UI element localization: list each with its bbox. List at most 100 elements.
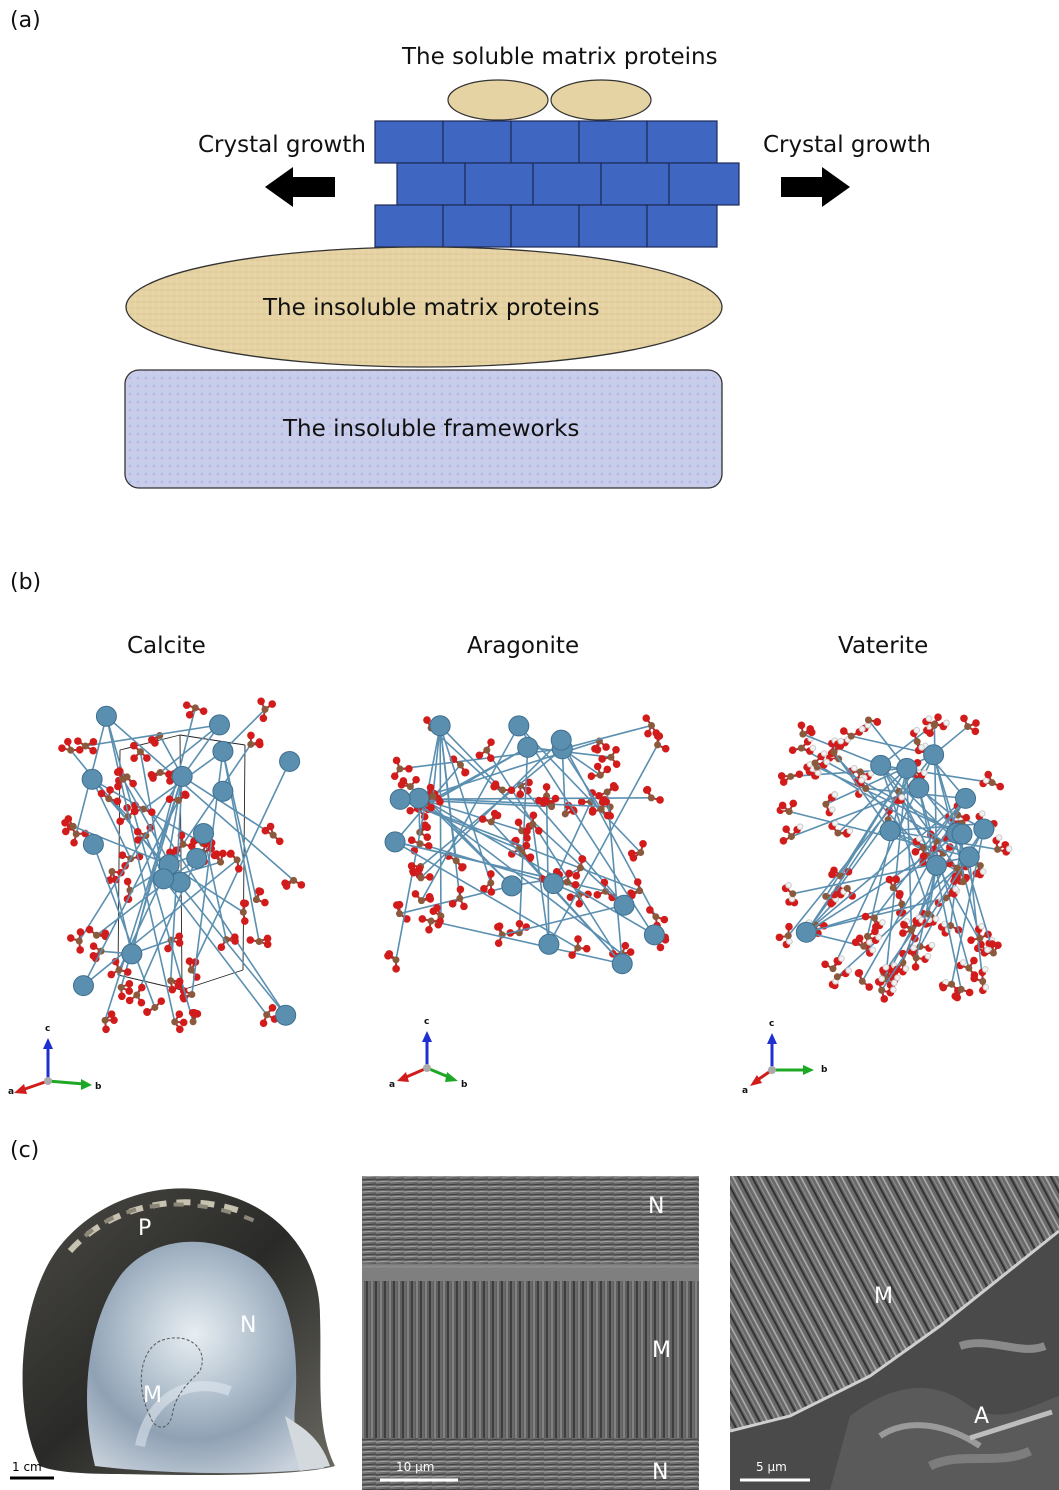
aragonite-oxygen-atom — [612, 745, 620, 754]
aragonite-oxygen-atom — [523, 827, 531, 836]
vaterite-hydrogen-atom — [891, 979, 898, 987]
calcite-oxygen-atom — [138, 983, 146, 992]
vaterite-calcium-atom — [958, 846, 980, 868]
vaterite-bond — [918, 787, 962, 990]
aragonite-calcium-atom — [384, 831, 406, 853]
aragonite-title: Aragonite — [467, 633, 580, 659]
soluble-protein-2 — [550, 79, 652, 121]
vaterite-carbon-atom — [833, 973, 841, 981]
calcite-oxygen-atom — [113, 768, 122, 776]
vaterite-oxygen-atom — [778, 801, 787, 810]
vaterite-oxygen-atom — [911, 848, 920, 856]
shell-label-p: P — [138, 1216, 152, 1241]
aragonite-oxygen-atom — [627, 889, 635, 897]
aragonite-oxygen-atom — [612, 760, 621, 768]
vaterite-oxygen-atom — [962, 813, 971, 822]
vaterite-bond — [873, 797, 967, 919]
calcite-oxygen-atom — [259, 1019, 268, 1027]
aragonite-oxygen-atom — [490, 809, 499, 818]
aragonite-bond — [430, 727, 625, 906]
vaterite-oxygen-atom — [782, 825, 791, 834]
aragonite-oxygen-atom — [603, 811, 612, 820]
calcite-carbon-atom — [81, 742, 89, 750]
calcite-oxygen-atom — [231, 937, 239, 945]
sem1-label-m: M — [652, 1338, 671, 1363]
calcite-oxygen-atom — [263, 934, 272, 943]
aragonite-bond — [399, 748, 563, 770]
panel-a-diagram — [124, 79, 850, 489]
vaterite-calcium-atom — [955, 787, 977, 809]
vaterite-oxygen-atom — [779, 836, 788, 845]
vaterite-bond — [932, 754, 981, 939]
vaterite-carbon-atom — [822, 800, 830, 808]
aragonite-carbon-atom — [596, 771, 604, 779]
aragonite-carbon-atom — [396, 910, 404, 918]
calcite-bond — [126, 776, 287, 1016]
calcite-oxygen-atom — [125, 987, 134, 995]
calcite-atoms — [58, 697, 306, 1034]
aragonite-carbon-atom — [417, 874, 425, 882]
calcite-carbon-atom — [247, 740, 255, 748]
vaterite-oxygen-atom — [854, 969, 863, 977]
vaterite-carbon-atom — [948, 980, 956, 988]
vaterite-bond — [814, 797, 967, 926]
crystal-growth-right-label: Crystal growth — [763, 132, 931, 158]
calcite-oxygen-atom — [111, 957, 120, 966]
aragonite-oxygen-atom — [551, 794, 560, 803]
aragonite-oxygen-atom — [568, 951, 576, 959]
calcite-calcium-atom — [279, 750, 301, 772]
calcite-axis-c: c — [45, 1024, 51, 1034]
vaterite-hydrogen-atom — [866, 938, 873, 946]
calcite-bond — [167, 776, 183, 862]
vaterite-hydrogen-atom — [979, 868, 987, 875]
calcite-carbon-atom — [136, 748, 144, 756]
calcite-bond — [78, 775, 183, 942]
vaterite-carbon-atom — [785, 807, 793, 815]
vaterite-axis-a: a — [742, 1086, 749, 1096]
vaterite-bond — [898, 790, 938, 866]
insoluble-frameworks-label: The insoluble frameworks — [283, 416, 580, 442]
calcite-oxygen-atom — [182, 701, 191, 709]
vaterite-hydrogen-atom — [879, 919, 886, 926]
vaterite-carbon-atom — [994, 845, 1002, 853]
calcite-oxygen-atom — [133, 828, 142, 836]
calcite-oxygen-atom — [164, 944, 172, 953]
calcite-calcium-atom — [72, 975, 94, 997]
vaterite-oxygen-atom — [873, 718, 882, 726]
sem1-label-n-top: N — [648, 1194, 665, 1219]
aragonite-bond — [606, 791, 624, 964]
arrow-right-icon — [781, 167, 850, 207]
calcite-carbon-atom — [167, 977, 175, 985]
aragonite-bond — [425, 746, 529, 805]
vaterite-carbon-atom — [953, 864, 961, 872]
aragonite-carbon-atom — [517, 781, 525, 789]
aragonite-bond — [418, 797, 611, 808]
vaterite-carbon-atom — [789, 890, 797, 898]
vaterite-oxygen-atom — [926, 729, 934, 738]
aragonite-oxygen-atom — [525, 778, 533, 787]
vaterite-hydrogen-atom — [846, 827, 854, 835]
aragonite-bond — [531, 824, 550, 945]
vaterite-carbon-atom — [834, 829, 842, 837]
vaterite-hydrogen-atom — [867, 770, 875, 777]
calcite-carbon-atom — [217, 858, 225, 866]
calcite-oxygen-atom — [188, 1008, 197, 1017]
vaterite-carbon-atom — [811, 759, 819, 767]
calcite-oxygen-atom — [129, 779, 137, 788]
vaterite-hydrogen-atom — [918, 744, 925, 751]
aragonite-oxygen-atom — [436, 798, 444, 806]
aragonite-carbon-atom — [452, 857, 460, 865]
vaterite-hydrogen-atom — [943, 719, 950, 727]
vaterite-oxygen-atom — [911, 963, 920, 971]
vaterite-hydrogen-atom — [869, 946, 877, 954]
aragonite-carbon-atom — [487, 818, 495, 826]
vaterite-oxygen-atom — [946, 843, 954, 851]
aragonite-oxygen-atom — [571, 880, 580, 889]
calcite-carbon-atom — [133, 991, 141, 999]
vaterite-calcium-atom — [908, 777, 930, 799]
vaterite-carbon-atom — [870, 914, 878, 922]
vaterite-oxygen-atom — [855, 934, 864, 943]
aragonite-oxygen-atom — [542, 783, 551, 791]
aragonite-oxygen-atom — [427, 803, 435, 812]
aragonite-carbon-atom — [417, 897, 425, 905]
